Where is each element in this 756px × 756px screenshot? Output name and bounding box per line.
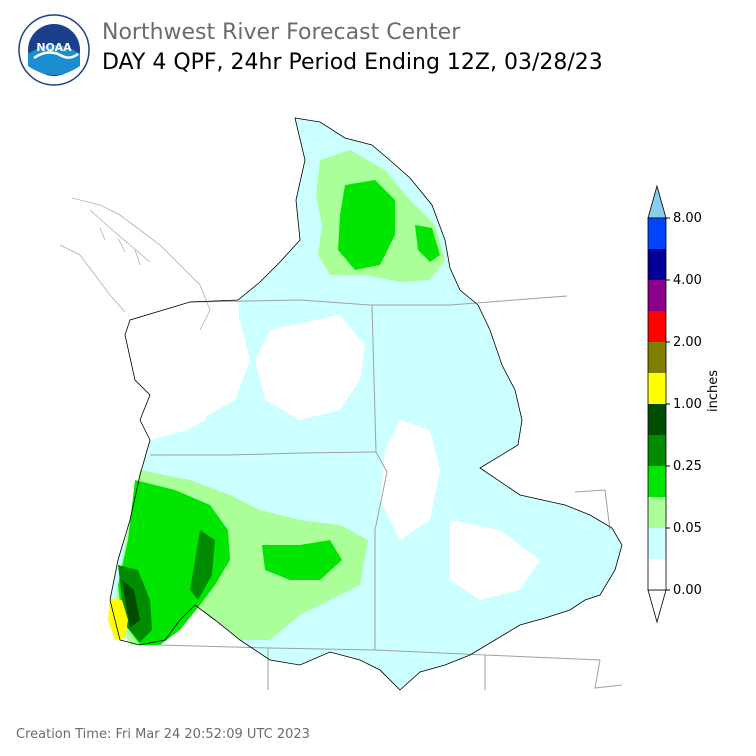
colorbar: 0.00 0.05 0.25 1.00 2.00 4.00 8.00	[647, 184, 702, 624]
colorbar-tick-label: 0.05	[673, 521, 702, 536]
colorbar-tick-label: 2.00	[673, 335, 702, 350]
dry-area	[255, 315, 365, 420]
agency-title: Northwest River Forecast Center	[102, 20, 461, 45]
precip-1.00	[190, 530, 215, 600]
logo-text: NOAA	[36, 41, 72, 54]
product-title: DAY 4 QPF, 24hr Period Ending 12Z, 03/28…	[102, 50, 603, 75]
colorbar-tick-label: 0.25	[673, 459, 702, 474]
coastline	[59, 197, 211, 331]
precip-0.25	[338, 180, 395, 270]
precip-0.25	[262, 540, 342, 580]
state-boundaries	[150, 295, 623, 690]
colorbar-units: inches	[706, 369, 721, 412]
creation-time: Creation Time: Fri Mar 24 20:52:09 UTC 2…	[16, 727, 310, 742]
colorbar-bin	[648, 218, 666, 249]
colorbar-tick-label: 4.00	[673, 273, 702, 288]
basin-outline	[109, 117, 623, 691]
colorbar-bin	[648, 528, 666, 559]
precip-1.50	[108, 598, 128, 640]
dry-area	[450, 520, 540, 600]
colorbar-bin	[648, 497, 666, 528]
precip-0.25	[415, 225, 440, 262]
colorbar-bin	[648, 559, 666, 590]
colorbar-tick-label: 8.00	[673, 211, 702, 226]
colorbar-over-arrow	[647, 184, 667, 219]
colorbar-bin	[648, 373, 666, 404]
dry-area	[160, 320, 250, 420]
precip-1.00	[122, 580, 140, 628]
colorbar-bin	[648, 466, 666, 497]
colorbar-under-arrow	[647, 589, 667, 624]
colorbar-bin	[648, 342, 666, 373]
colorbar-bin	[648, 435, 666, 466]
colorbar-bin	[648, 249, 666, 280]
colorbar-bin	[648, 311, 666, 342]
colorbar-bin	[648, 404, 666, 435]
colorbar-tick-label: 1.00	[673, 397, 702, 412]
noaa-logo-icon: NOAA	[18, 14, 90, 86]
colorbar-tick-label: 0.00	[673, 583, 702, 598]
colorbar-bin	[648, 280, 666, 311]
dry-area	[380, 420, 440, 540]
